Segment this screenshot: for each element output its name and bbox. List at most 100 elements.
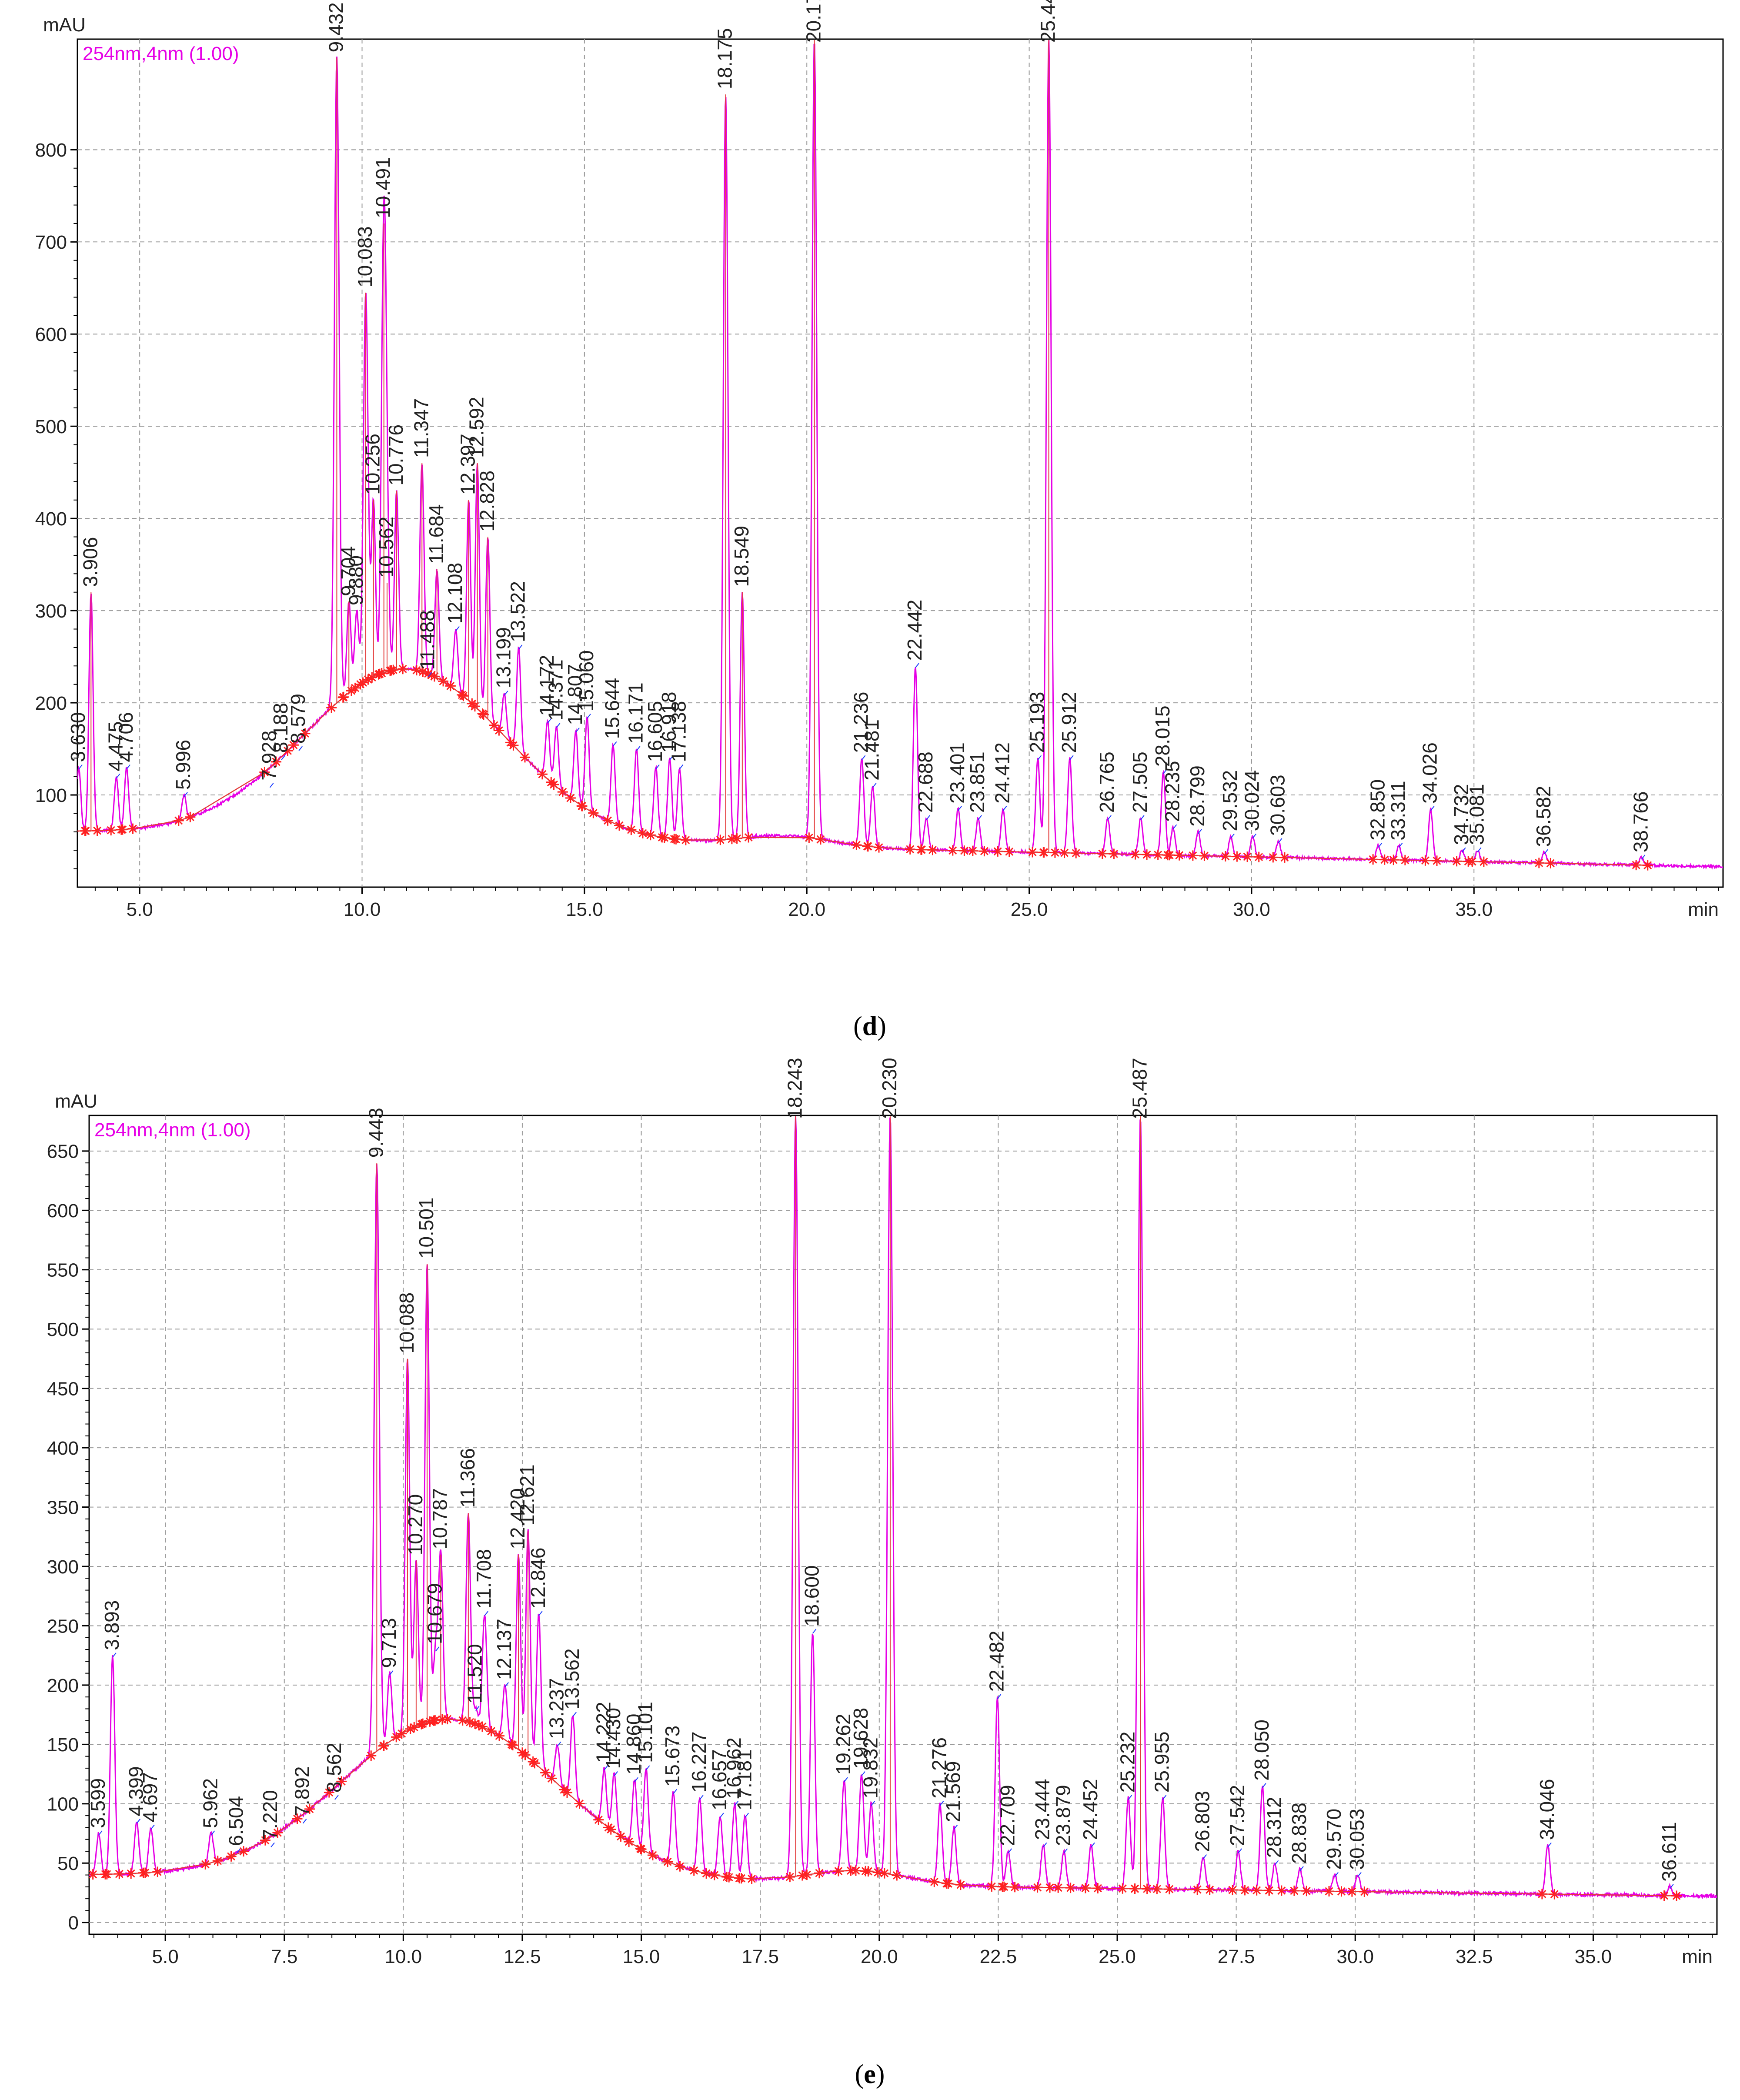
peak-label: 15.101: [634, 1702, 657, 1763]
panel-letter-d: d: [862, 1012, 877, 1041]
x-tick-label: 10.0: [385, 1946, 422, 1967]
y-tick-label: 400: [47, 1438, 79, 1459]
peak-label: 10.679: [424, 1583, 446, 1644]
peak-label: 25.440: [1037, 0, 1059, 43]
integration-mark: [212, 1856, 223, 1866]
x-tick-label: 25.0: [1011, 899, 1048, 920]
peak-label: 9.432: [324, 2, 347, 52]
peak-leader-line: [1334, 1872, 1339, 1877]
peak-label: 23.851: [966, 751, 989, 813]
integration-mark-stroke: [578, 802, 586, 811]
peak-label: 19.832: [859, 1737, 882, 1799]
x-tick-label: 22.5: [980, 1946, 1017, 1967]
y-tick-label: 500: [35, 416, 67, 437]
peak-label: 5.996: [172, 740, 194, 790]
peak-label: 19.628: [849, 1708, 872, 1769]
peak-label: 29.532: [1219, 770, 1241, 831]
peak-label: 15.060: [575, 650, 598, 711]
integration-mark-stroke: [541, 1768, 550, 1777]
peak-label: 10.776: [384, 424, 407, 486]
peak-leader-line: [1544, 849, 1548, 855]
peak-label: 5.962: [199, 1778, 221, 1828]
peak-leader-line: [1477, 847, 1482, 852]
peak-label: 13.562: [561, 1648, 583, 1709]
baseline-segment: [157, 1863, 206, 1873]
peak-label: 10.256: [361, 434, 384, 495]
peak-leader-line: [1002, 806, 1007, 811]
peak-label: 12.828: [476, 471, 498, 532]
peak-leader-line: [281, 755, 285, 760]
peak-label: 22.688: [914, 751, 937, 813]
peak-label: 27.542: [1226, 1785, 1249, 1846]
peak-leader-line: [655, 764, 660, 770]
peak-leader-line: [136, 1819, 141, 1824]
peak-label: 10.501: [415, 1197, 438, 1259]
peak-label: 21.569: [942, 1761, 964, 1823]
peak-leader-line: [926, 815, 930, 820]
peak-label: 16.171: [625, 682, 647, 744]
peak-leader-line: [812, 1629, 817, 1634]
peak-leader-line: [634, 1777, 639, 1782]
peak-leader-line: [679, 764, 684, 770]
x-tick-label: 35.0: [1455, 899, 1493, 920]
integration-mark-stroke: [1206, 1885, 1214, 1894]
gridlines: [89, 1115, 1717, 1934]
chromatogram-panel-e: 0 50 100 150 200 250 300 350 400 450 500 550 600 650 5…: [47, 1058, 1718, 1967]
baseline-segment: [593, 812, 608, 821]
y-tick-label: 0: [68, 1913, 79, 1934]
y-tick-label: 50: [57, 1853, 79, 1874]
integration-mark-stroke: [874, 1868, 882, 1877]
y-tick-label: 100: [35, 785, 67, 806]
peak-leader-line: [269, 783, 274, 788]
y-tick-label: 100: [47, 1794, 79, 1815]
integration-mark-stroke: [1028, 848, 1037, 857]
peak-label: 10.088: [395, 1292, 418, 1354]
baseline-segment: [341, 1755, 372, 1782]
y-tick-label: 800: [35, 140, 67, 161]
peak-label: 33.311: [1387, 781, 1409, 840]
peak-label: 28.235: [1161, 761, 1183, 822]
peak-leader-line: [699, 1795, 704, 1800]
peak-label: 34.046: [1536, 1779, 1558, 1840]
peak-label: 25.487: [1128, 1058, 1151, 1119]
peak-leader-line: [612, 741, 617, 747]
peak-label: 9.443: [364, 1108, 387, 1158]
baseline-segment: [1364, 1891, 1542, 1895]
peak-leader-line: [844, 1777, 848, 1782]
peak-leader-line: [861, 755, 866, 760]
baseline-segment: [133, 820, 179, 829]
integration-mark: [1642, 860, 1653, 871]
x-tick-label: 7.5: [271, 1946, 297, 1967]
peak-label: 13.199: [492, 627, 515, 688]
integration-mark-stroke: [1453, 857, 1461, 865]
peak-leader-line: [210, 1830, 215, 1836]
peak-label: 3.630: [67, 712, 89, 762]
x-tick-label: 17.5: [741, 1946, 779, 1967]
peak-label: 17.181: [733, 1749, 755, 1810]
integration-mark-stroke: [214, 1856, 222, 1865]
peak-label: 3.906: [79, 537, 101, 587]
peak-label: 21.481: [861, 719, 883, 781]
baseline-segment: [217, 1856, 231, 1862]
integration-baseline: [77, 40, 1653, 871]
peak-label: 16.227: [688, 1731, 710, 1793]
peak-leader-line: [673, 1789, 677, 1794]
peak-label: 18.600: [801, 1565, 823, 1626]
peak-leader-line: [1202, 1854, 1207, 1860]
integration-mark-stroke: [89, 1870, 97, 1879]
peak-leader-line: [1238, 1848, 1242, 1853]
peak-label: 11.520: [464, 1644, 486, 1703]
integration-mark-stroke: [1051, 848, 1059, 857]
x-tick-label: 20.0: [861, 1946, 898, 1967]
peak-label: 20.170: [802, 0, 825, 43]
peak-label: 7.928: [258, 731, 281, 781]
chromatogram-trace: [77, 40, 1723, 871]
y-tick-label: 650: [47, 1141, 79, 1162]
baseline-segment: [897, 1875, 935, 1883]
channel-label: 254nm,4nm (1.00): [94, 1119, 251, 1141]
x-tick-label: 20.0: [788, 899, 825, 920]
peak-label: 14.371: [544, 659, 567, 721]
peak-leader-line: [1008, 1848, 1012, 1853]
